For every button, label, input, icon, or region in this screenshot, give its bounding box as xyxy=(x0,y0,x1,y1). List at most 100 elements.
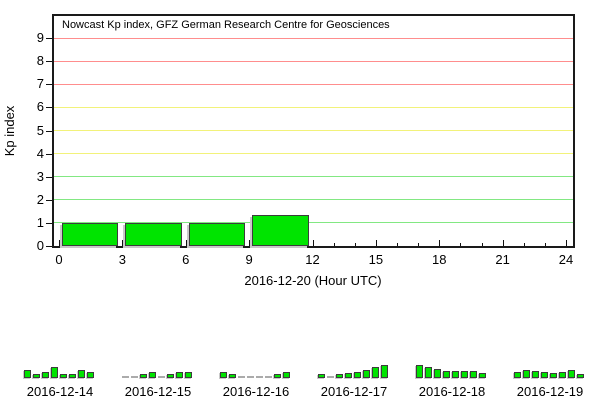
mini-zero-dash xyxy=(158,376,165,378)
gridline-kp-2 xyxy=(54,199,573,201)
kp-bar-0-3 xyxy=(62,222,119,246)
mini-kp-bar xyxy=(479,373,486,378)
mini-chart-label: 2016-12-16 xyxy=(222,384,290,399)
x-tick-label-0: 0 xyxy=(55,252,63,267)
x-minor-tick-13 xyxy=(333,243,335,246)
x-tick-21 xyxy=(502,240,504,246)
y-tick-label-7: 7 xyxy=(36,76,44,92)
mini-kp-bar xyxy=(416,365,423,378)
mini-chart-label: 2016-12-17 xyxy=(320,384,388,399)
plot-frame xyxy=(52,14,575,248)
mini-kp-bar xyxy=(336,374,343,378)
gridline-kp-5 xyxy=(54,130,573,131)
mini-kp-bar xyxy=(550,373,557,378)
mini-chart-label: 2016-12-15 xyxy=(124,384,192,399)
mini-kp-bar xyxy=(149,372,156,378)
mini-kp-bar xyxy=(60,374,67,378)
gridline-kp-3 xyxy=(54,176,573,178)
mini-kp-bar xyxy=(345,373,352,378)
x-tick-12 xyxy=(312,240,314,246)
mini-kp-bar xyxy=(78,370,85,378)
mini-kp-bar xyxy=(443,371,450,378)
mini-kp-bar xyxy=(541,372,548,378)
mini-kp-bar xyxy=(434,369,441,378)
gridline-kp-4 xyxy=(54,153,573,155)
mini-zero-dash xyxy=(327,376,334,378)
mini-kp-bar xyxy=(51,367,58,378)
x-tick-label-15: 15 xyxy=(368,252,384,267)
y-tick-7 xyxy=(46,84,52,86)
y-tick-label-2: 2 xyxy=(36,191,44,207)
x-minor-tick-19 xyxy=(460,243,462,246)
mini-kp-bar xyxy=(69,374,76,378)
mini-kp-bar xyxy=(354,372,361,378)
y-tick-0 xyxy=(46,246,52,247)
y-tick-label-8: 8 xyxy=(36,53,44,69)
mini-kp-bar xyxy=(140,374,147,378)
gridline-kp-6 xyxy=(54,106,573,108)
mini-kp-bar xyxy=(523,370,530,378)
mini-kp-bar xyxy=(229,374,236,378)
kp-bar-3-6 xyxy=(125,222,182,246)
mini-chart-label: 2016-12-18 xyxy=(418,384,486,399)
gridline-kp-8 xyxy=(54,60,573,62)
x-tick-label-9: 9 xyxy=(245,252,253,267)
mini-zero-dash xyxy=(131,376,138,378)
y-tick-label-5: 5 xyxy=(36,122,44,138)
mini-kp-bar xyxy=(372,367,379,378)
mini-chart-label: 2016-12-14 xyxy=(26,384,94,399)
mini-kp-bar xyxy=(33,374,40,378)
y-tick-8 xyxy=(46,61,52,63)
x-tick-label-6: 6 xyxy=(182,252,190,267)
mini-kp-bar xyxy=(514,372,521,378)
y-axis-label: Kp index xyxy=(2,105,17,157)
kp-bar-6-9 xyxy=(188,222,246,246)
mini-kp-bar xyxy=(452,371,459,378)
mini-kp-bar xyxy=(470,371,477,378)
y-tick-4 xyxy=(46,153,52,155)
mini-kp-bar xyxy=(167,374,174,378)
y-tick-label-0: 0 xyxy=(36,238,44,253)
mini-kp-bar xyxy=(220,372,227,378)
x-tick-0 xyxy=(59,240,60,246)
y-tick-label-1: 1 xyxy=(36,214,44,230)
mini-kp-bar xyxy=(283,372,290,378)
mini-kp-bar xyxy=(176,372,183,378)
mini-kp-bar xyxy=(363,370,370,378)
x-tick-3 xyxy=(122,240,124,246)
mini-chart-label: 2016-12-19 xyxy=(516,384,584,399)
x-tick-24 xyxy=(566,240,567,246)
mini-kp-bar xyxy=(318,374,325,378)
gridline-kp-7 xyxy=(54,83,573,85)
mini-zero-dash xyxy=(256,376,263,378)
mini-zero-dash xyxy=(122,376,129,378)
x-minor-tick-23 xyxy=(544,243,546,246)
mini-zero-dash xyxy=(238,376,245,378)
kp-bar-9-12 xyxy=(252,215,309,246)
x-minor-tick-22 xyxy=(523,243,525,246)
mini-kp-bar xyxy=(381,365,388,378)
x-tick-label-21: 21 xyxy=(495,252,510,267)
mini-kp-bar xyxy=(577,374,584,378)
gridline-kp-9 xyxy=(54,37,573,39)
x-minor-tick-14 xyxy=(354,243,356,246)
mini-zero-dash xyxy=(265,376,272,378)
mini-kp-bar xyxy=(425,367,432,378)
mini-zero-dash xyxy=(247,376,254,378)
y-tick-3 xyxy=(46,176,52,178)
x-tick-9 xyxy=(249,240,251,246)
y-tick-6 xyxy=(46,107,52,109)
y-tick-5 xyxy=(46,130,52,132)
y-tick-label-3: 3 xyxy=(36,168,44,184)
x-minor-tick-20 xyxy=(481,243,483,246)
mini-kp-bar xyxy=(24,370,31,378)
y-tick-1 xyxy=(46,222,52,224)
mini-kp-bar xyxy=(274,374,281,378)
y-tick-9 xyxy=(46,38,52,40)
x-tick-label-3: 3 xyxy=(118,252,126,267)
y-tick-label-4: 4 xyxy=(36,145,44,161)
y-tick-label-9: 9 xyxy=(36,30,44,46)
mini-kp-bar xyxy=(42,372,49,378)
mini-kp-bar xyxy=(568,370,575,378)
